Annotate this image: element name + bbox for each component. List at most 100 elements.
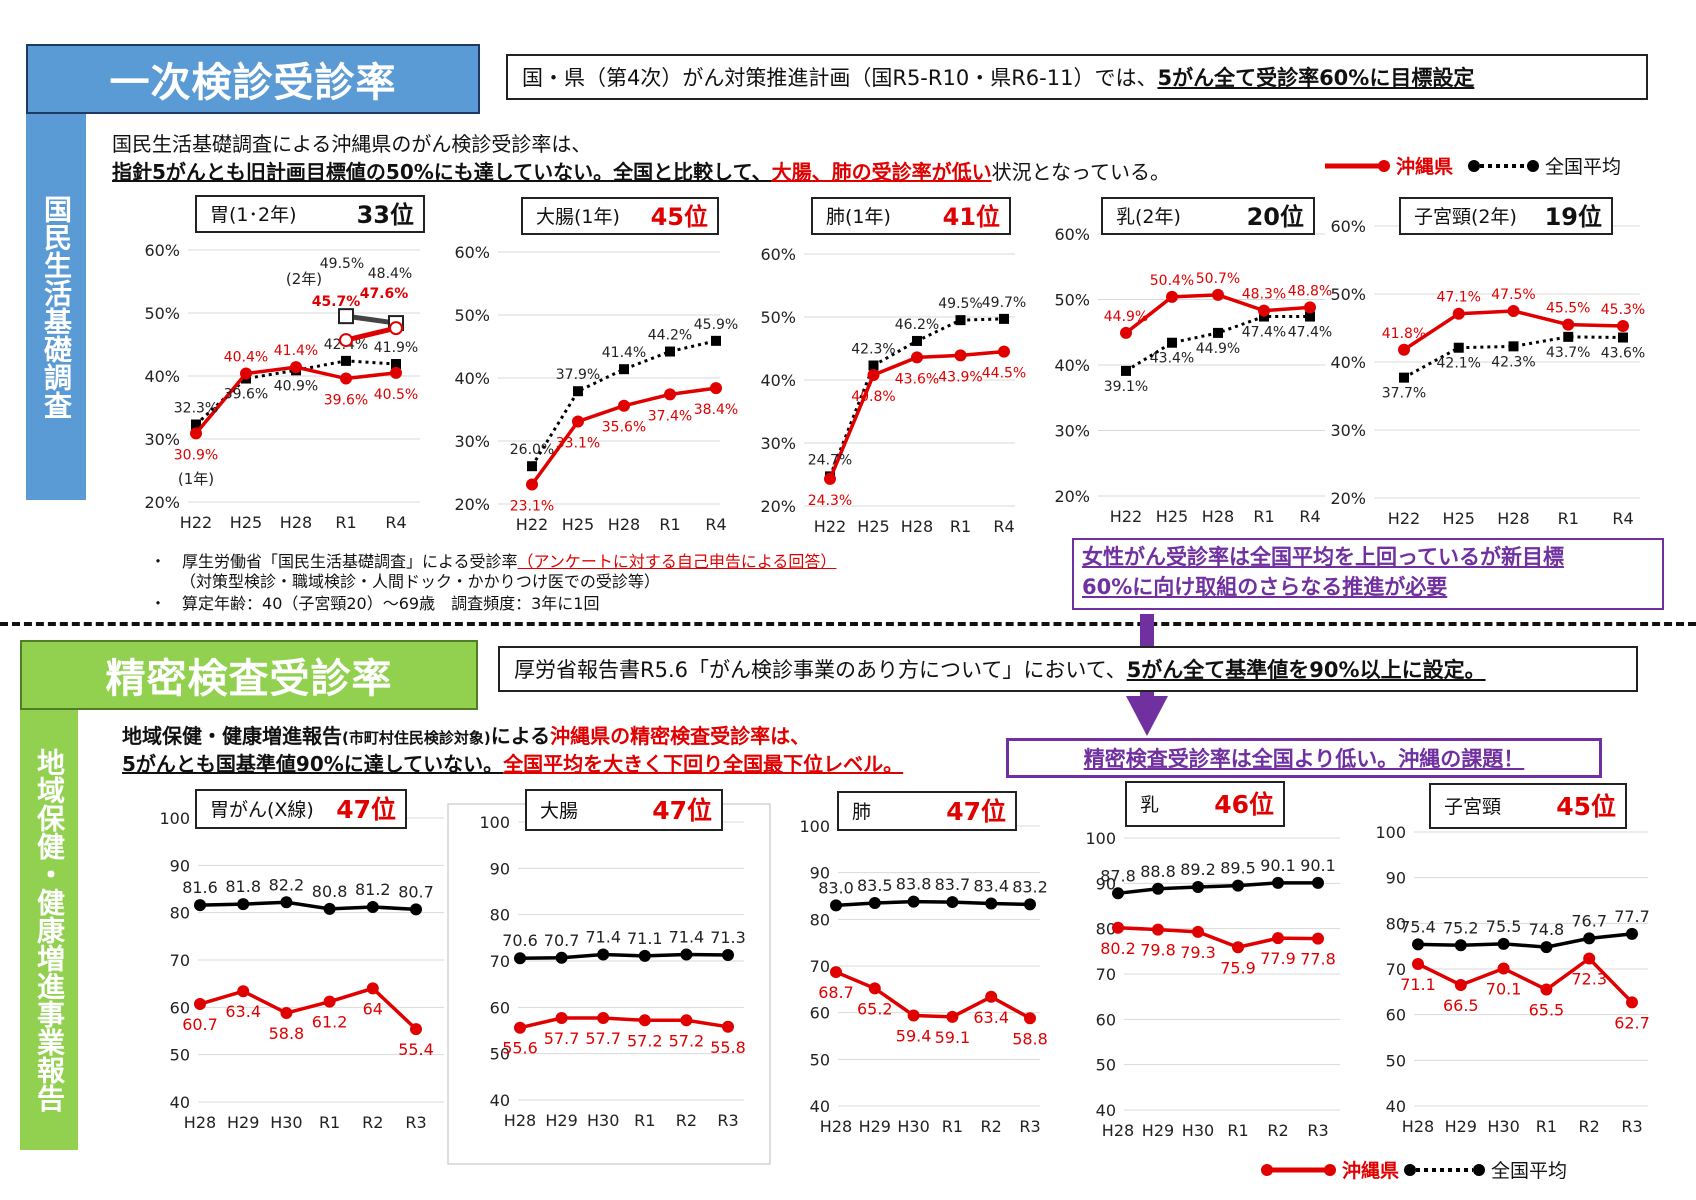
data-label: 43.9% xyxy=(938,369,982,385)
x-tick-label: H30 xyxy=(897,1117,929,1136)
x-tick-label: R4 xyxy=(1612,509,1633,528)
y-tick-label: 20% xyxy=(760,497,796,516)
x-tick-label: H29 xyxy=(227,1113,259,1132)
s2-desc-1a: 地域保健・健康増進報告 xyxy=(122,724,342,748)
two-year-national-point xyxy=(338,308,354,325)
series-line xyxy=(199,900,417,912)
y-tick-label: 80 xyxy=(490,906,510,925)
rank-box-label: 乳 xyxy=(1140,794,1159,816)
y-tick-label: 40 xyxy=(170,1093,190,1112)
y-tick-label: 40% xyxy=(144,367,180,386)
chart-s1-breast: 20% 30% 40% 50% 60% H22 H25 H28 R1 R4 乳(2年) 20位 39.1… xyxy=(1054,197,1332,526)
y-tick-label: 100 xyxy=(799,817,830,836)
data-label: 48.3% xyxy=(1242,287,1286,303)
data-label: 49.7% xyxy=(982,295,1026,311)
data-point xyxy=(830,899,842,912)
data-label: 57.7 xyxy=(544,1029,580,1048)
data-label: 38.4% xyxy=(694,402,738,418)
data-label: 57.2 xyxy=(669,1031,705,1050)
two-year-okinawa-point xyxy=(339,333,353,348)
y-tick-label: 90 xyxy=(490,859,510,878)
annotation-1yr: (1年) xyxy=(178,470,214,488)
data-point xyxy=(1540,983,1553,996)
x-tick-label: H30 xyxy=(1182,1121,1214,1140)
data-point xyxy=(711,335,721,346)
section1-desc-2a: 指針5がんとも旧計画目標値の50%にも達していない。全国と比較して、 xyxy=(112,160,772,184)
section2-callout-text: 精密検査受診率は全国より低い。沖縄の課題！ xyxy=(1083,747,1525,771)
rank-box-label: 大腸(1年) xyxy=(536,206,620,228)
y-tick-label: 20% xyxy=(454,495,490,514)
section1-callout-line1: 女性がん受診率は全国平均を上回っているが新目標 xyxy=(1082,545,1564,569)
rank-box-label: 肺 xyxy=(852,801,871,823)
data-point xyxy=(911,351,923,364)
data-label: 76.7 xyxy=(1571,911,1607,930)
section2-desc-line1: 地域保健・健康増進報告(市町村住民検診対象)による沖縄県の精密検査受診率は、 xyxy=(122,720,810,749)
x-tick-label: H29 xyxy=(1445,1117,1477,1136)
data-label: 59.1 xyxy=(935,1028,971,1047)
data-label: 42.3% xyxy=(851,342,895,358)
data-label: 41.4% xyxy=(602,345,646,361)
chart-s1-lung: 20% 30% 40% 50% 60% H22 H25 H28 R1 R4 肺(1年) 41位 24.7… xyxy=(760,197,1026,536)
x-tick-label: H22 xyxy=(516,515,548,534)
section2-side-label: 地域保健・健康増進事業報告 xyxy=(20,710,78,1150)
section2-target-box: 厚労省報告書R5.6「がん検診事業のあり方について」において、 5がん全て基準値を… xyxy=(498,646,1638,692)
data-point xyxy=(868,982,881,995)
data-label: 30.9% xyxy=(174,447,218,463)
x-tick-label: R1 xyxy=(634,1111,655,1130)
section1-legend: 沖縄県 全国平均 xyxy=(1322,152,1621,179)
data-label: 47.1% xyxy=(1437,290,1481,306)
data-label: 40.5% xyxy=(374,387,418,403)
data-point xyxy=(597,1011,610,1024)
x-tick-label: H30 xyxy=(1487,1117,1519,1136)
y-tick-label: 60% xyxy=(454,243,490,262)
x-tick-label: H28 xyxy=(1202,507,1234,526)
y-tick-label: 50% xyxy=(760,308,796,327)
data-label: 83.2 xyxy=(1012,877,1048,896)
data-point xyxy=(638,949,651,962)
x-tick-label: R1 xyxy=(1253,507,1274,526)
y-tick-label: 100 xyxy=(479,813,510,832)
y-tick-label: 60 xyxy=(810,1004,830,1023)
data-point xyxy=(1312,932,1324,945)
data-label: 63.4 xyxy=(225,1002,261,1021)
data-point xyxy=(1497,962,1510,975)
data-point xyxy=(1454,939,1467,952)
data-point xyxy=(1412,938,1424,951)
data-point xyxy=(954,349,967,362)
data-label: 57.2 xyxy=(627,1031,663,1050)
section2-callout: 精密検査受診率は全国より低い。沖縄の課題！ xyxy=(1006,738,1602,778)
series-line xyxy=(1117,926,1319,950)
data-point xyxy=(619,364,629,375)
data-point xyxy=(1121,365,1131,376)
series-line xyxy=(519,1016,729,1030)
data-label: 75.2 xyxy=(1443,918,1479,937)
section1-callout-line2: 60%に向け取組のさらなる推進が必要 xyxy=(1082,575,1448,599)
x-tick-label: R4 xyxy=(993,517,1014,536)
x-tick-label: R3 xyxy=(1621,1117,1642,1136)
data-point xyxy=(191,419,201,430)
chart-frame xyxy=(447,803,771,1165)
data-label: 71.3 xyxy=(710,928,746,947)
data-label: 45.9% xyxy=(694,317,738,333)
data-label: 70.1 xyxy=(1486,980,1522,999)
section2-target-emph: 5がん全て基準値を90%以上に設定。 xyxy=(1126,658,1486,682)
data-label: 70.6 xyxy=(502,931,538,950)
data-point xyxy=(1454,978,1467,991)
chart-s1-cervix: 20% 30% 40% 50% 60% H22 H25 H28 R1 R4 子宮頸(2年) 19位 37… xyxy=(1330,197,1645,528)
data-label: 80.8 xyxy=(312,882,348,901)
y-tick-label: 70 xyxy=(1096,965,1116,984)
data-label: 39.1% xyxy=(1104,379,1148,395)
data-point xyxy=(1258,304,1270,317)
series-line xyxy=(530,339,717,467)
note3-text: 算定年齢：40（子宮頸20）～69歳 調査頻度：3年に1回 xyxy=(182,594,600,613)
x-tick-label: R1 xyxy=(335,513,356,532)
data-label: 77.7 xyxy=(1614,907,1650,926)
data-label: 23.1% xyxy=(510,498,554,514)
section1-note3: ・ 算定年齢：40（子宮頸20）～69歳 調査頻度：3年に1回 xyxy=(150,594,600,613)
data-point xyxy=(1024,898,1036,911)
chart-s1-colon: 20% 30% 40% 50% 60% H22 H25 H28 R1 R4 大腸(1年) 45位 26.… xyxy=(454,197,738,534)
chart-s2-cervix: 40 50 60 70 80 90 100 H28 H29 H30 R1 R2 R3 子宮頸 45位 75.4… xyxy=(1375,783,1650,1136)
data-point xyxy=(680,1014,693,1027)
y-tick-label: 40% xyxy=(760,371,796,390)
data-label: 83.7 xyxy=(935,875,971,894)
